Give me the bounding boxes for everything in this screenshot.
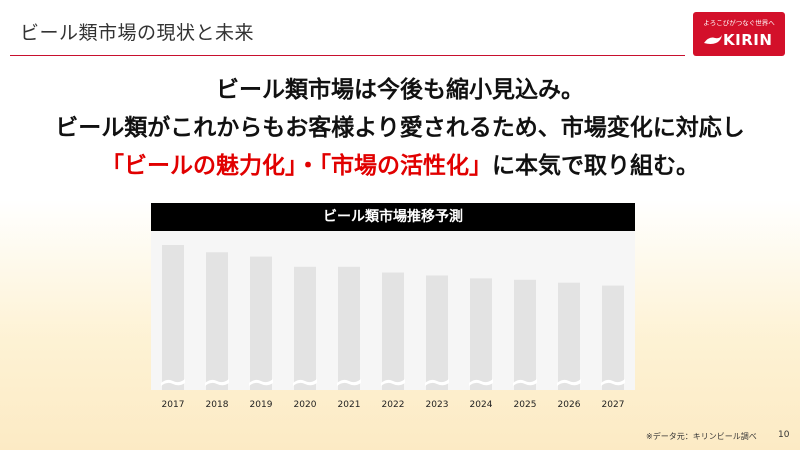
axis-break-2027 (601, 379, 625, 386)
x-tick-2017: 2017 (162, 400, 185, 410)
bar-2023 (426, 275, 448, 390)
x-tick-2026: 2026 (558, 400, 581, 410)
axis-break-2025 (513, 379, 537, 386)
x-tick-2027: 2027 (602, 400, 625, 410)
x-tick-2018: 2018 (206, 400, 229, 410)
kirin-logo: よろこびがつなぐ世界へ KIRIN (693, 12, 785, 56)
x-tick-2023: 2023 (426, 400, 449, 410)
axis-break-2018 (205, 379, 229, 386)
data-source-note: ※データ元：キリンビール調べ (646, 432, 757, 441)
headline-line-1: ビール類市場は今後も縮小見込み。 (216, 77, 584, 103)
axis-break-2017 (161, 379, 185, 386)
x-tick-2025: 2025 (514, 400, 537, 410)
logo-tagline: よろこびがつなぐ世界へ (703, 19, 775, 27)
bar-2026 (558, 282, 580, 390)
axis-break-2019 (249, 379, 273, 386)
headline-tail: に本気で取り組む。 (492, 153, 699, 179)
x-tick-2020: 2020 (294, 400, 317, 410)
bar-2021 (338, 266, 360, 390)
axis-break-2022 (381, 379, 405, 386)
bar-2018 (206, 252, 228, 390)
kirin-mark-icon (704, 35, 722, 44)
axis-break-2023 (425, 379, 449, 386)
bar-2019 (250, 256, 272, 390)
headline-emphasis: 「ビールの魅力化」・「市場の活性化」 (101, 153, 492, 179)
x-tick-2021: 2021 (338, 400, 361, 410)
logo-wordmark: KIRIN (723, 31, 773, 49)
x-axis-labels: 2017 2018 2019 2020 2021 2022 2023 2024 2025 2026… (162, 400, 625, 410)
axis-break-2024 (469, 379, 493, 386)
bar-2022 (382, 272, 404, 390)
axis-break-2021 (337, 379, 361, 386)
chart-panel (151, 231, 635, 390)
header-divider (10, 55, 685, 56)
page-number: 10 (778, 430, 790, 440)
x-tick-2024: 2024 (470, 400, 493, 410)
headline-line-3: 「ビールの魅力化」・「市場の活性化」に本気で取り組む。 (0, 146, 800, 180)
bar-2020 (294, 266, 316, 390)
bar-2027 (602, 285, 624, 390)
page-title: ビール類市場の現状と未来 (20, 22, 255, 44)
chart-title: ビール類市場推移予測 (151, 203, 635, 231)
bar-2024 (470, 278, 492, 390)
bar-2017 (162, 245, 184, 390)
x-tick-2022: 2022 (382, 400, 405, 410)
axis-break-2026 (557, 379, 581, 386)
bar-chart (161, 245, 625, 390)
axis-break-2020 (293, 379, 317, 386)
headline-line-2: ビール類がこれからもお客様より愛されるため、市場変化に対応し (55, 115, 745, 141)
x-tick-2019: 2019 (250, 400, 273, 410)
bar-2025 (514, 279, 536, 390)
